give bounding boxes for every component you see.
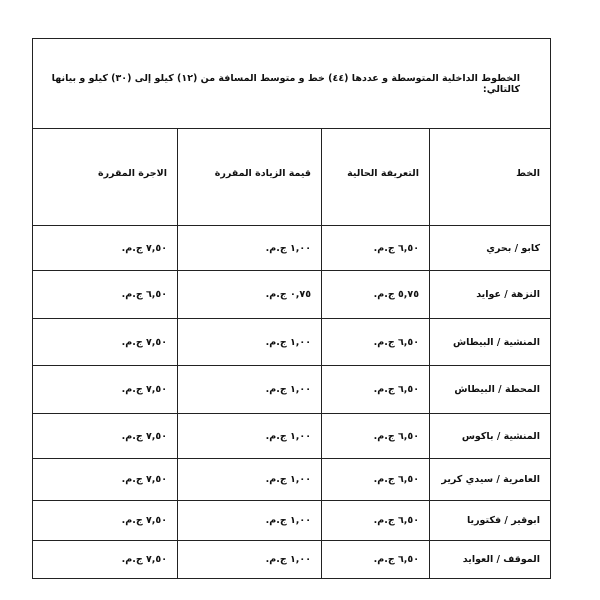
table-cell: ١,٠٠ ج.م. bbox=[177, 458, 322, 501]
table-row: المنشية / باكوس ٦,٥٠ ج.م. ١,٠٠ ج.م. ٧,٥٠ ج.… bbox=[31, 413, 551, 459]
table-cell: ١,٠٠ ج.م. bbox=[177, 540, 322, 579]
table-cell: النزهة / عوايد bbox=[429, 270, 551, 319]
table-cell: ٦,٥٠ ج.م. bbox=[321, 365, 430, 414]
table-cell: ٧,٥٠ ج.م. bbox=[31, 225, 179, 271]
document: الخطوط الداخلية المتوسطة و عددها (٤٤) خط… bbox=[31, 38, 552, 579]
table-cell: ابوقير / فكتوريا bbox=[429, 500, 551, 541]
table-cell: ٧,٥٠ ج.م. bbox=[31, 413, 179, 459]
table-cell: ٧,٥٠ ج.م. bbox=[31, 458, 179, 501]
table-row: النزهة / عوايد ٥,٧٥ ج.م. ٠,٧٥ ج.م. ٦,٥٠ ج.م… bbox=[31, 270, 551, 319]
table-cell: ٦,٥٠ ج.م. bbox=[321, 225, 430, 271]
table-cell: ٦,٥٠ ج.م. bbox=[31, 270, 179, 319]
table-cell: ١,٠٠ ج.م. bbox=[177, 413, 322, 459]
table-cell: ٧,٥٠ ج.م. bbox=[31, 500, 179, 541]
table-cell: ٦,٥٠ ج.م. bbox=[321, 458, 430, 501]
table-cell: ٧,٥٠ ج.م. bbox=[31, 540, 179, 579]
table-cell: ٥,٧٥ ج.م. bbox=[321, 270, 430, 319]
table-cell: ٧,٥٠ ج.م. bbox=[31, 365, 179, 414]
table-cell: ١,٠٠ ج.م. bbox=[177, 500, 322, 541]
table-row: العامرية / سيدي كرير ٦,٥٠ ج.م. ١,٠٠ ج.م. ٧,… bbox=[31, 458, 551, 501]
title: الخطوط الداخلية المتوسطة و عددها (٤٤) خط… bbox=[31, 38, 552, 129]
table-cell: العامرية / سيدي كرير bbox=[429, 458, 551, 501]
table-row: ابوقير / فكتوريا ٦,٥٠ ج.م. ١,٠٠ ج.م. ٧,٥٠ ج… bbox=[31, 500, 551, 541]
header-cell: الخط bbox=[429, 128, 551, 226]
table-body: الخطوط الداخلية المتوسطة و عددها (٤٤) خط… bbox=[31, 38, 552, 579]
header-row: الخط التعريفة الحالية قيمة الزيادة المقررة… bbox=[31, 128, 551, 226]
table-cell: المنشية / البيطاش bbox=[429, 318, 551, 366]
table-cell: المنشية / باكوس bbox=[429, 413, 551, 459]
header-cell: قيمة الزيادة المقررة bbox=[177, 128, 322, 226]
table-row: المنشية / البيطاش ٦,٥٠ ج.م. ١,٠٠ ج.م. ٧,٥٠ … bbox=[31, 318, 551, 366]
table-cell: المحطة / البيطاش bbox=[429, 365, 551, 414]
table-cell: ٦,٥٠ ج.م. bbox=[321, 318, 430, 366]
table-cell: ٦,٥٠ ج.م. bbox=[321, 413, 430, 459]
table-cell: ١,٠٠ ج.م. bbox=[177, 318, 322, 366]
header-cell: الاجرة المقررة bbox=[31, 128, 179, 226]
table-cell: ١,٠٠ ج.م. bbox=[177, 365, 322, 414]
fare-table: الخطوط الداخلية المتوسطة و عددها (٤٤) خط… bbox=[31, 38, 552, 579]
table-row: الموقف / العوايد ٦,٥٠ ج.م. ١,٠٠ ج.م. ٧,٥٠ ج… bbox=[31, 540, 551, 579]
table-cell: كابو / بحري bbox=[429, 225, 551, 271]
table-cell: ٠,٧٥ ج.م. bbox=[177, 270, 322, 319]
table-row: المحطة / البيطاش ٦,٥٠ ج.م. ١,٠٠ ج.م. ٧,٥٠ ج… bbox=[31, 365, 551, 414]
table-cell: الموقف / العوايد bbox=[429, 540, 551, 579]
table-cell: ٦,٥٠ ج.م. bbox=[321, 500, 430, 541]
table-cell: ١,٠٠ ج.م. bbox=[177, 225, 322, 271]
table-cell: ٧,٥٠ ج.م. bbox=[31, 318, 179, 366]
table-row: كابو / بحري ٦,٥٠ ج.م. ١,٠٠ ج.م. ٧,٥٠ ج.م. bbox=[31, 225, 551, 271]
header-cell: التعريفة الحالية bbox=[321, 128, 430, 226]
table-cell: ٦,٥٠ ج.م. bbox=[321, 540, 430, 579]
title-row: الخطوط الداخلية المتوسطة و عددها (٤٤) خط… bbox=[31, 38, 552, 129]
